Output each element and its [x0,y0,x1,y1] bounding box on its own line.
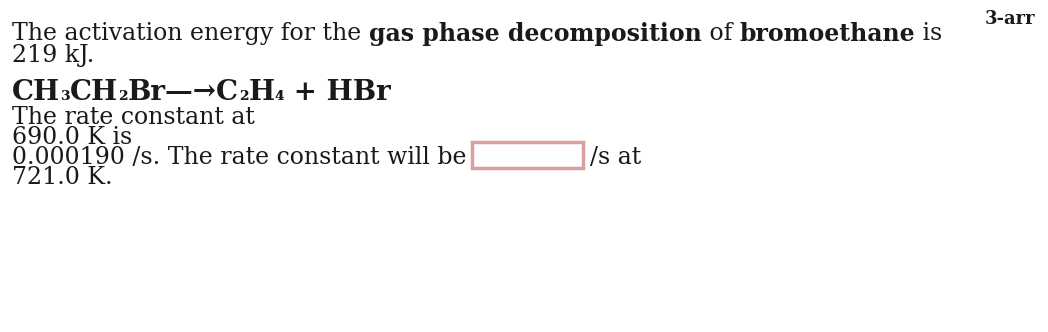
Text: ₃: ₃ [60,83,70,105]
Text: /s at: /s at [590,146,641,169]
Text: 721.0 K.: 721.0 K. [12,166,112,189]
Text: gas phase decomposition: gas phase decomposition [369,22,701,46]
Text: CH: CH [70,79,118,106]
Text: ₂: ₂ [118,83,128,105]
Text: ₂: ₂ [239,83,248,105]
Text: bromoethane: bromoethane [740,22,915,46]
Text: Br—→C: Br—→C [128,79,239,106]
Text: CH: CH [12,79,60,106]
Text: 3-arr: 3-arr [984,10,1035,28]
Text: of: of [701,22,740,45]
Text: + HBr: + HBr [284,79,391,106]
Text: H: H [248,79,275,106]
Text: The activation energy for the: The activation energy for the [12,22,369,45]
Text: ₄: ₄ [275,83,284,105]
Text: 219 kJ.: 219 kJ. [12,44,94,67]
Bar [473,142,583,168]
Text: The rate constant at: The rate constant at [12,106,255,129]
Text: 0.000190 /s. The rate constant will be: 0.000190 /s. The rate constant will be [12,146,466,169]
Text: is: is [915,22,942,45]
Text: 690.0 K is: 690.0 K is [12,126,132,149]
